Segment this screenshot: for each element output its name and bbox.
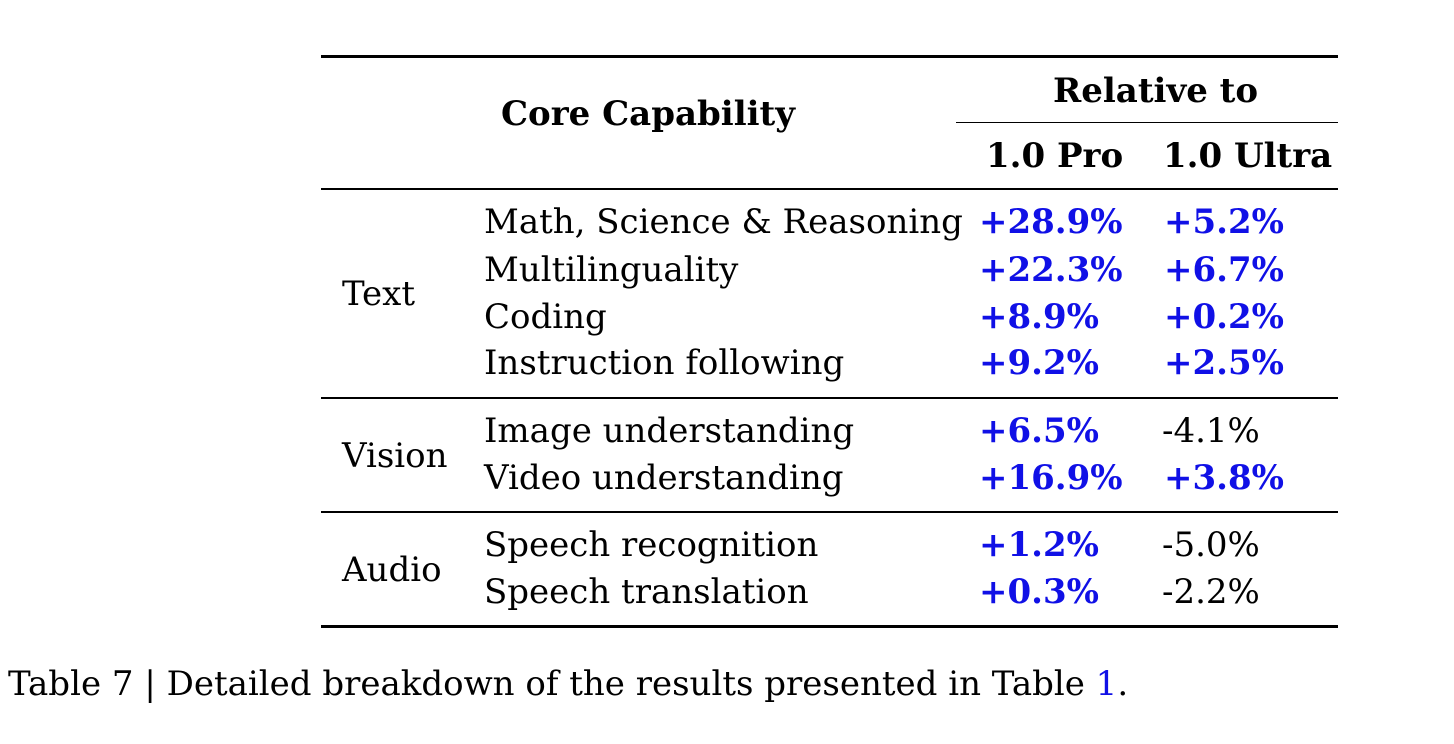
group-label-audio: Audio <box>342 550 442 590</box>
table-top-rule <box>321 55 1338 58</box>
caption-text: Table 7 | Detailed breakdown of the resu… <box>8 664 1096 704</box>
row-ultra-value: -4.1% <box>1162 411 1260 451</box>
row-pro-value: +16.9% <box>979 458 1123 498</box>
row-capability: Speech recognition <box>484 525 819 565</box>
group-label-vision: Vision <box>342 436 448 476</box>
row-ultra-value: +2.5% <box>1164 343 1284 383</box>
text-group-bottom-rule <box>321 397 1338 399</box>
table-caption: Table 7 | Detailed breakdown of the resu… <box>8 662 1128 706</box>
row-pro-value: +8.9% <box>979 297 1099 337</box>
row-ultra-value: +6.7% <box>1164 250 1284 290</box>
row-capability: Multilinguality <box>484 250 739 290</box>
row-capability: Video understanding <box>484 458 844 498</box>
vision-group-bottom-rule <box>321 511 1338 513</box>
row-pro-value: +9.2% <box>979 343 1099 383</box>
row-pro-value: +0.3% <box>979 572 1099 612</box>
header-bottom-rule <box>321 188 1338 190</box>
row-pro-value: +1.2% <box>979 525 1099 565</box>
group-label-text: Text <box>342 274 415 314</box>
row-capability: Image understanding <box>484 411 855 451</box>
row-capability: Instruction following <box>484 343 845 383</box>
row-pro-value: +28.9% <box>979 202 1123 242</box>
row-ultra-value: -2.2% <box>1162 572 1260 612</box>
header-col-ultra: 1.0 Ultra <box>1163 136 1333 176</box>
row-capability: Speech translation <box>484 572 809 612</box>
row-ultra-value: +3.8% <box>1164 458 1284 498</box>
row-capability: Math, Science & Reasoning <box>484 202 963 242</box>
row-ultra-value: +0.2% <box>1164 297 1284 337</box>
row-ultra-value: -5.0% <box>1162 525 1260 565</box>
row-pro-value: +22.3% <box>979 250 1123 290</box>
header-relative-to: Relative to <box>1053 71 1259 111</box>
row-capability: Coding <box>484 297 607 337</box>
table-reference-link[interactable]: 1 <box>1095 664 1118 704</box>
caption-end: . <box>1117 664 1129 704</box>
table-bottom-rule <box>321 625 1338 628</box>
row-pro-value: +6.5% <box>979 411 1099 451</box>
header-core-capability: Core Capability <box>501 94 795 134</box>
relative-to-underline <box>956 122 1338 123</box>
row-ultra-value: +5.2% <box>1164 202 1284 242</box>
header-col-pro: 1.0 Pro <box>986 136 1124 176</box>
